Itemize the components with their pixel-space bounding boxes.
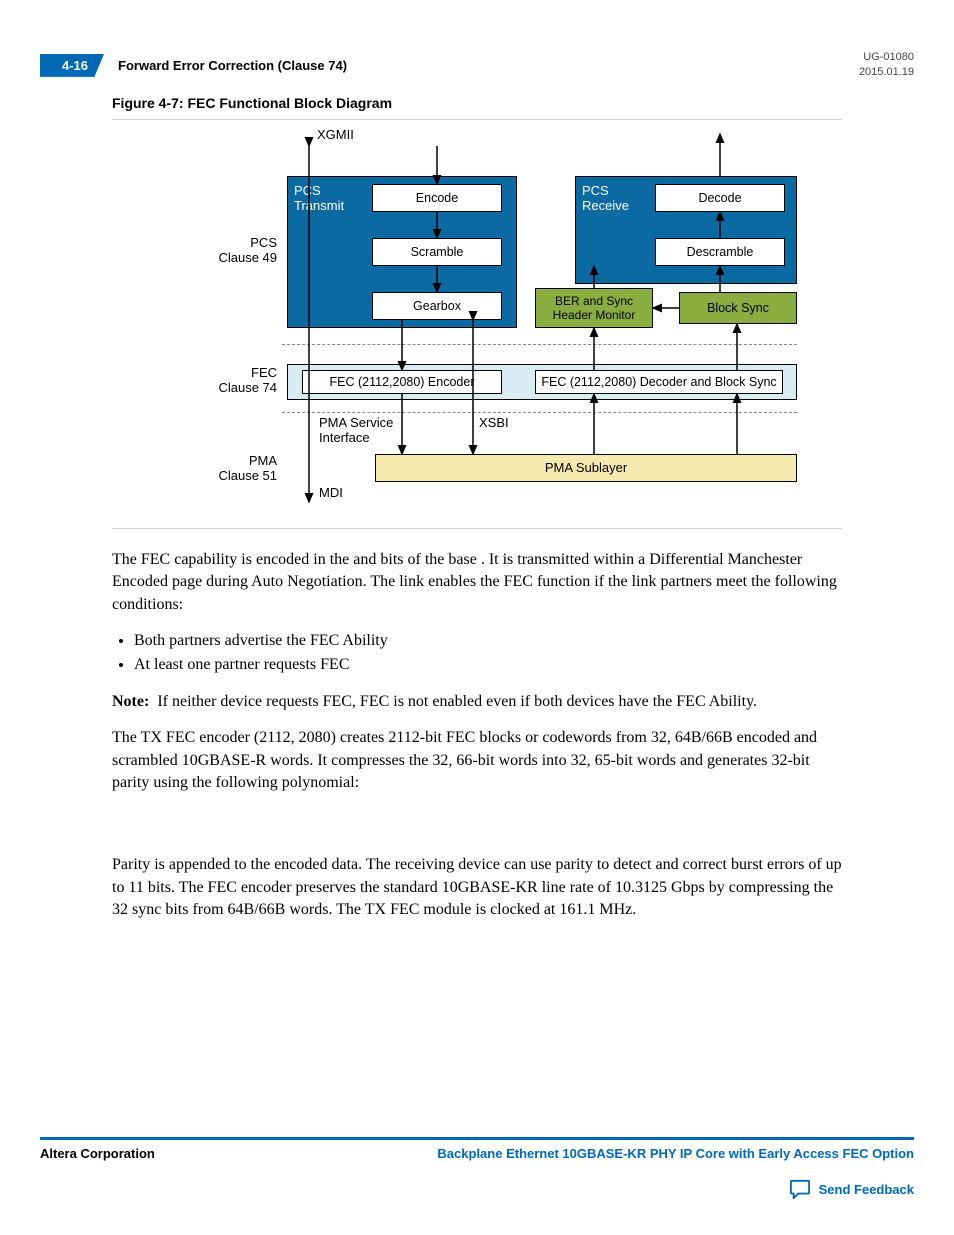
header-left: 4-16 Forward Error Correction (Clause 74…	[40, 54, 347, 77]
page-footer: Altera Corporation Backplane Ethernet 10…	[40, 1137, 914, 1199]
fec-clause-label: FEC Clause 74	[217, 366, 277, 396]
send-feedback-link[interactable]: Send Feedback	[40, 1179, 914, 1199]
footer-corporation: Altera Corporation	[40, 1146, 155, 1161]
fec-decoder-box: FEC (2112,2080) Decoder and Block Sync	[535, 370, 783, 394]
list-item: Both partners advertise the FEC Ability	[134, 630, 842, 652]
paragraph-1: The FEC capability is encoded in the and…	[112, 549, 842, 616]
conditions-list: Both partners advertise the FEC Ability …	[134, 630, 842, 677]
fec-encoder-box: FEC (2112,2080) Encoder	[302, 370, 502, 394]
block-sync-box: Block Sync	[679, 292, 797, 324]
figure-caption: Figure 4-7: FEC Functional Block Diagram	[112, 95, 914, 111]
divider-line	[282, 344, 797, 345]
header-right: UG-01080 2015.01.19	[859, 50, 914, 81]
gearbox-box: Gearbox	[372, 292, 502, 320]
scramble-box: Scramble	[372, 238, 502, 266]
doc-date: 2015.01.19	[859, 65, 914, 80]
mdi-label: MDI	[319, 486, 343, 501]
ber-sync-box: BER and Sync Header Monitor	[535, 288, 653, 328]
page-number: 4-16	[40, 54, 104, 77]
section-title: Forward Error Correction (Clause 74)	[118, 58, 347, 73]
descramble-box: Descramble	[655, 238, 785, 266]
figure-area: PCS Clause 49 FEC Clause 74 PMA Clause 5…	[112, 119, 842, 529]
diagram: PCS Clause 49 FEC Clause 74 PMA Clause 5…	[157, 124, 797, 524]
feedback-label: Send Feedback	[819, 1182, 914, 1197]
body-text: The FEC capability is encoded in the and…	[112, 549, 842, 922]
pma-service-label: PMA Service Interface	[319, 416, 393, 446]
footer-line: Altera Corporation Backplane Ethernet 10…	[40, 1137, 914, 1161]
pcs-receive-label: PCS Receive	[582, 183, 629, 214]
list-item: At least one partner requests FEC	[134, 654, 842, 676]
feedback-icon	[789, 1179, 811, 1199]
paragraph-3: Parity is appended to the encoded data. …	[112, 854, 842, 921]
pma-sublayer-box: PMA Sublayer	[375, 454, 797, 482]
pcs-transmit-label: PCS Transmit	[294, 183, 344, 214]
page-header: 4-16 Forward Error Correction (Clause 74…	[40, 50, 914, 81]
page: 4-16 Forward Error Correction (Clause 74…	[0, 0, 954, 1235]
encode-box: Encode	[372, 184, 502, 212]
xgmii-label: XGMII	[317, 128, 354, 143]
note-text: If neither device requests FEC, FEC is n…	[157, 693, 757, 710]
pma-clause-label: PMA Clause 51	[217, 454, 277, 484]
note-paragraph: Note: If neither device requests FEC, FE…	[112, 691, 842, 713]
note-label: Note:	[112, 693, 149, 710]
doc-id: UG-01080	[859, 50, 914, 65]
xsbi-label: XSBI	[479, 416, 509, 431]
pcs-clause-label: PCS Clause 49	[217, 236, 277, 266]
decode-box: Decode	[655, 184, 785, 212]
footer-doc-title[interactable]: Backplane Ethernet 10GBASE-KR PHY IP Cor…	[437, 1146, 914, 1161]
divider-line	[282, 412, 797, 413]
paragraph-2: The TX FEC encoder (2112, 2080) creates …	[112, 727, 842, 794]
